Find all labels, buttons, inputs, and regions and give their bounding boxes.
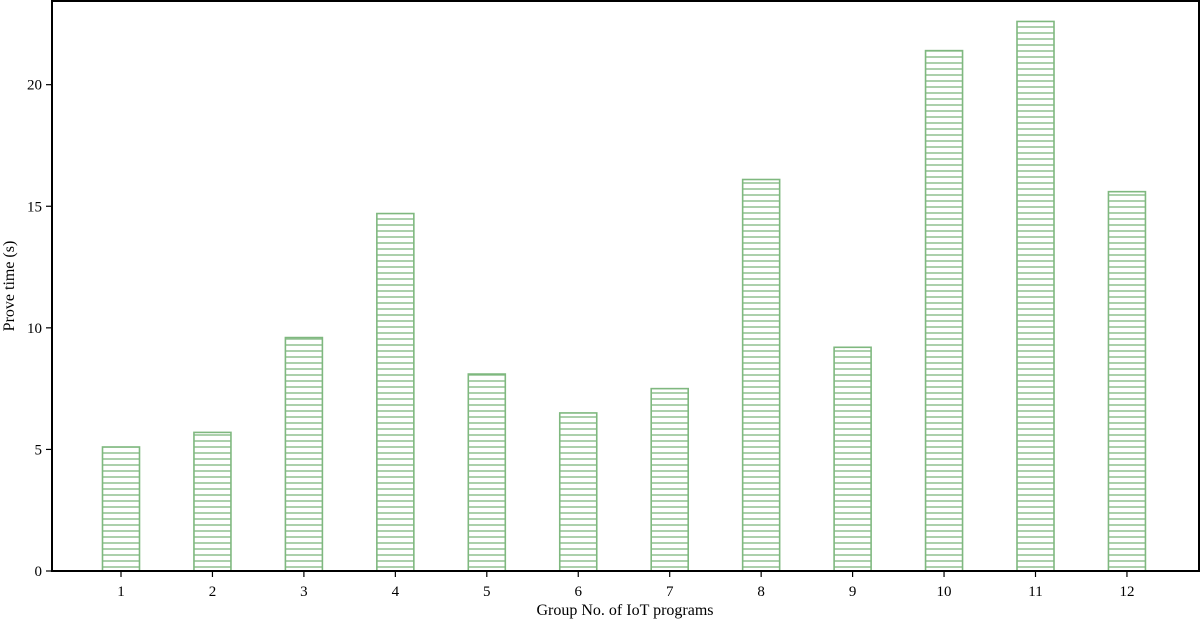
bar-5 bbox=[467, 373, 507, 572]
bar-4 bbox=[376, 212, 415, 572]
bar-7 bbox=[650, 387, 690, 572]
bar-10 bbox=[924, 49, 964, 572]
x-tick-label-4: 4 bbox=[392, 584, 400, 600]
x-tick-label-2: 2 bbox=[209, 584, 217, 600]
bar-6 bbox=[558, 412, 598, 572]
x-tick-label-10: 10 bbox=[937, 584, 952, 600]
y-tick-label-10: 10 bbox=[27, 321, 42, 337]
x-tick-label-12: 12 bbox=[1119, 584, 1134, 600]
bar-11 bbox=[1016, 20, 1055, 572]
x-tick-label-1: 1 bbox=[117, 584, 125, 600]
x-tick-label-7: 7 bbox=[666, 584, 674, 600]
bars bbox=[101, 20, 1147, 572]
x-tick-label-5: 5 bbox=[483, 584, 491, 600]
y-tick-label-20: 20 bbox=[27, 78, 42, 94]
x-axis-label: Group No. of IoT programs bbox=[536, 602, 713, 619]
x-axis: 1 2 3 4 5 6 7 8 9 10 11 12 bbox=[117, 571, 1134, 600]
bar-1 bbox=[101, 446, 141, 572]
y-tick-label-0: 0 bbox=[35, 564, 43, 580]
y-tick-label-15: 15 bbox=[27, 199, 42, 215]
y-axis-label: Prove time (s) bbox=[1, 241, 18, 332]
x-tick-label-11: 11 bbox=[1028, 584, 1042, 600]
bar-8 bbox=[741, 178, 781, 572]
plot-frame bbox=[51, 0, 1200, 572]
bar-2 bbox=[193, 431, 232, 572]
bar-3 bbox=[284, 336, 324, 572]
bar-12 bbox=[1107, 190, 1147, 572]
x-tick-label-8: 8 bbox=[757, 584, 765, 600]
y-axis: 0 5 10 15 20 bbox=[27, 78, 52, 580]
x-tick-label-9: 9 bbox=[849, 584, 857, 600]
y-tick-label-5: 5 bbox=[35, 442, 43, 458]
x-tick-label-3: 3 bbox=[300, 584, 308, 600]
bar-9 bbox=[833, 346, 872, 572]
x-tick-label-6: 6 bbox=[575, 584, 583, 600]
